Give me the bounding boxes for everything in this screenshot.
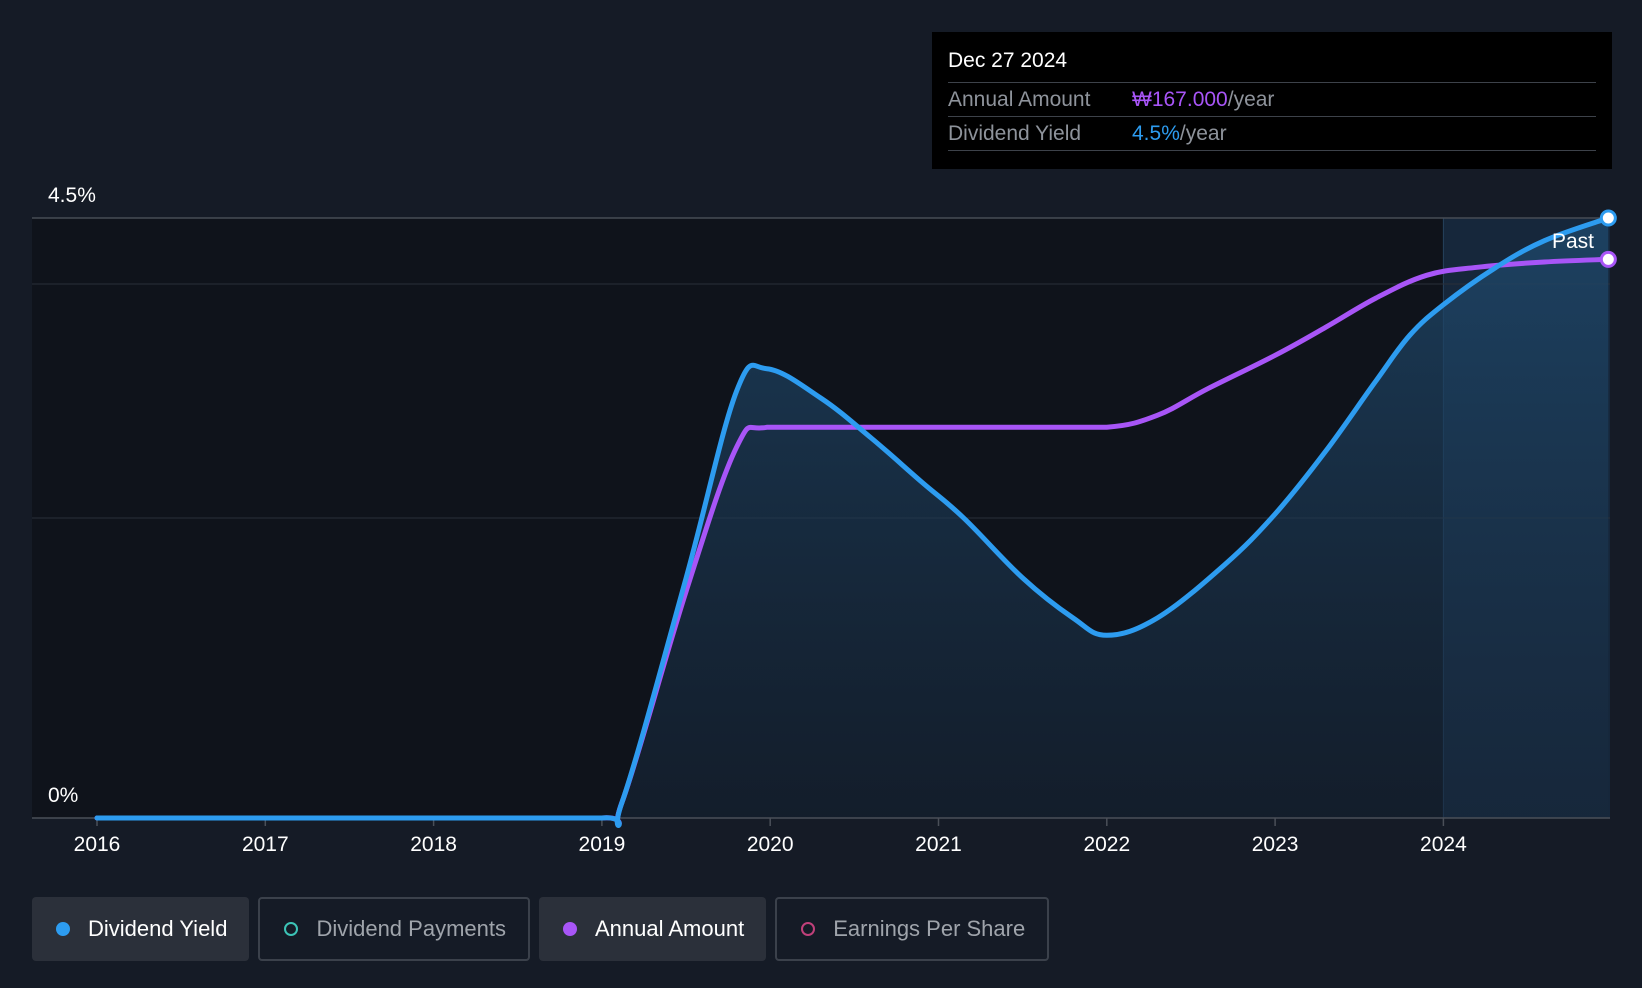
tooltip-suffix: /year xyxy=(1179,121,1227,145)
dividend-yield-end-marker xyxy=(1599,209,1617,227)
legend-label: Dividend Payments xyxy=(316,916,506,941)
past-label: Past xyxy=(1552,230,1594,253)
legend-earnings-per-share[interactable]: Earnings Per Share xyxy=(775,897,1050,961)
tooltip-row-annual-amount: Annual Amount ₩167.000 /year xyxy=(948,82,1596,116)
end-markers xyxy=(1599,209,1617,268)
x-tick-label: 2020 xyxy=(747,833,794,856)
annual-amount-end-marker xyxy=(1599,250,1617,268)
tooltip-row-dividend-yield: Dividend Yield 4.5% /year xyxy=(948,116,1596,151)
legend: Dividend Yield Dividend Payments Annual … xyxy=(32,897,1050,961)
x-tick-label: 2019 xyxy=(579,833,626,856)
dividend-yield-area xyxy=(97,218,1609,826)
x-tick-label: 2021 xyxy=(915,833,962,856)
x-axis: 2016 2017 2018 2019 2020 2021 2022 2023 2024 xyxy=(74,818,1467,856)
tooltip-value: 4.5% xyxy=(1132,121,1180,145)
y-tick-label: 4.5% xyxy=(48,184,96,207)
x-tick-label: 2018 xyxy=(410,833,457,856)
legend-dot-icon xyxy=(562,922,577,936)
dividend-yield-line xyxy=(94,215,1611,829)
legend-dot-icon xyxy=(801,922,816,936)
legend-dividend-yield[interactable]: Dividend Yield xyxy=(32,897,250,961)
x-tick-label: 2024 xyxy=(1420,833,1467,856)
legend-dividend-payments[interactable]: Dividend Payments xyxy=(258,897,530,961)
legend-label: Earnings Per Share xyxy=(833,916,1026,941)
legend-annual-amount[interactable]: Annual Amount xyxy=(538,897,767,961)
y-tick-label: 0% xyxy=(48,784,78,807)
legend-dot-icon xyxy=(284,922,299,936)
tooltip-label: Annual Amount xyxy=(948,87,1091,111)
legend-label: Dividend Yield xyxy=(88,916,228,941)
legend-label: Annual Amount xyxy=(594,916,745,941)
tooltip-label: Dividend Yield xyxy=(948,121,1082,145)
legend-dot-icon xyxy=(56,922,70,936)
x-tick-label: 2022 xyxy=(1083,833,1130,856)
data-tooltip: Dec 27 2024 Annual Amount ₩167.000 /year… xyxy=(932,32,1612,169)
tooltip-value: ₩167.000 xyxy=(1132,87,1228,111)
tooltip-suffix: /year xyxy=(1227,87,1275,111)
x-tick-label: 2023 xyxy=(1252,833,1299,856)
x-tick-label: 2017 xyxy=(242,833,289,856)
x-tick-label: 2016 xyxy=(74,833,121,856)
tooltip-date: Dec 27 2024 xyxy=(948,49,1068,72)
series-lines xyxy=(94,215,1611,829)
y-axis: 4.5% 0% xyxy=(48,184,96,807)
